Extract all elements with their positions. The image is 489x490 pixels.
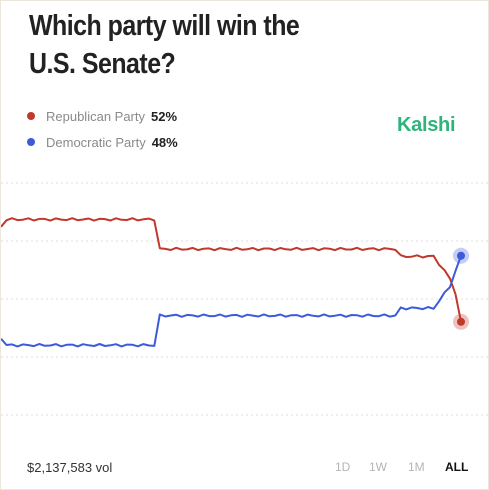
legend-percent: 48% bbox=[151, 134, 178, 150]
republican-dot-icon bbox=[27, 112, 35, 120]
range-1w-button[interactable]: 1W bbox=[369, 460, 387, 474]
democratic-dot-icon bbox=[27, 138, 35, 146]
range-1m-button[interactable]: 1M bbox=[408, 460, 425, 474]
republican-end-point bbox=[457, 317, 465, 326]
democratic-series-line bbox=[1, 255, 462, 348]
kalshi-logo: Kalshi bbox=[397, 114, 456, 136]
republican-series-line bbox=[1, 217, 462, 322]
chart-legend: Republican Party 52% Democratic Party 48… bbox=[27, 103, 178, 155]
legend-item-democratic[interactable]: Democratic Party 48% bbox=[27, 129, 178, 155]
legend-percent: 52% bbox=[151, 108, 178, 124]
market-question-title: Which party will win the U.S. Senate? bbox=[29, 10, 300, 80]
chart-series bbox=[1, 217, 462, 348]
price-history-chart bbox=[1, 182, 488, 416]
range-1d-button[interactable]: 1D bbox=[335, 460, 351, 474]
legend-label: Republican Party bbox=[46, 108, 145, 124]
chart-end-markers bbox=[453, 247, 469, 330]
democratic-end-point bbox=[457, 251, 465, 260]
range-all-button[interactable]: ALL bbox=[445, 460, 469, 474]
legend-item-republican[interactable]: Republican Party 52% bbox=[27, 103, 178, 129]
chart-footer: $2,137,583 vol 1D 1W 1M ALL bbox=[1, 453, 489, 483]
legend-label: Democratic Party bbox=[46, 134, 146, 150]
chart-gridlines bbox=[1, 182, 488, 416]
volume-text: $2,137,583 vol bbox=[27, 460, 113, 475]
